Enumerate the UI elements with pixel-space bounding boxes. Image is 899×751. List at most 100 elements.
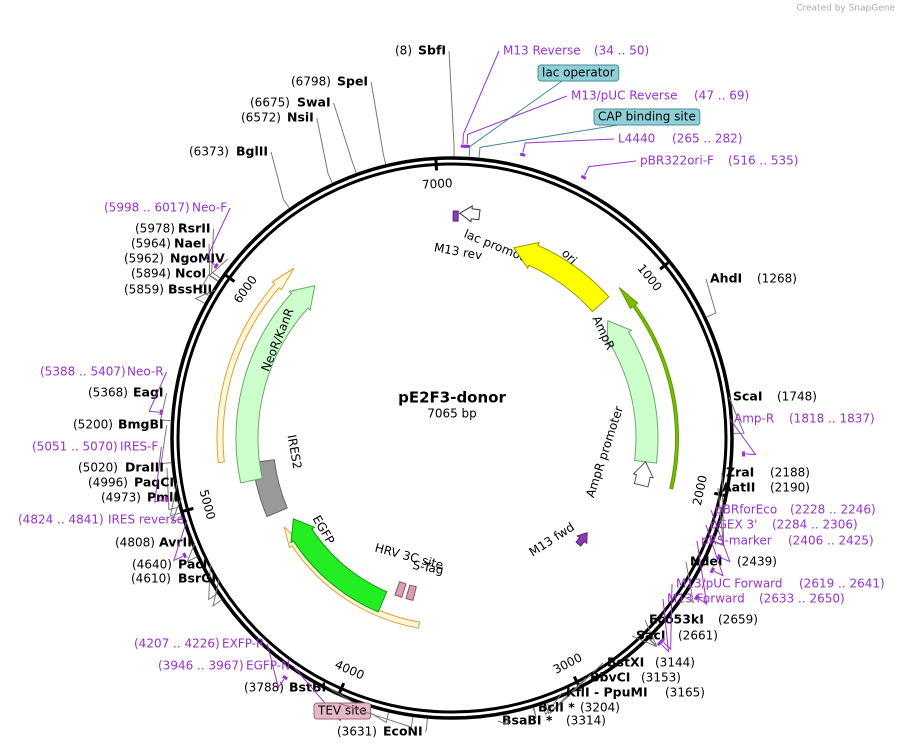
- site-position: (3153): [641, 671, 681, 685]
- feature-arrow: [216, 267, 295, 464]
- leader-line: [159, 392, 171, 422]
- feature-arrow: [458, 204, 481, 223]
- leader-line: [316, 117, 333, 183]
- site-position: (4996): [88, 476, 128, 490]
- tick-label: 2000: [690, 474, 710, 507]
- primer-mark: [656, 640, 663, 647]
- primer-mark: [182, 552, 188, 559]
- site-position: (3204): [580, 701, 620, 715]
- site-position: (3631): [337, 725, 377, 739]
- site-position: (5020): [78, 461, 118, 475]
- site-name: KflI - PpuMI: [566, 685, 648, 700]
- primer-mark: [213, 262, 219, 269]
- site-name: NgoMIV: [170, 251, 225, 266]
- primer-range: (5388 .. 5407): [40, 365, 126, 379]
- site-position: (1268): [757, 272, 797, 286]
- primer-name: pBRforEco: [715, 503, 777, 517]
- site-name: PmlI: [147, 490, 178, 505]
- site-name: BclI *: [538, 700, 575, 715]
- site-position: (6798): [291, 75, 331, 89]
- leader-line: [208, 564, 218, 601]
- site-name: PacI: [178, 557, 207, 572]
- site-name: SwaI: [297, 95, 331, 110]
- primer-mark: [709, 567, 715, 574]
- tick-mark: [659, 260, 671, 271]
- leader-line: [710, 509, 731, 563]
- site-name: BsaBI *: [502, 713, 553, 728]
- site-position: (3144): [655, 656, 695, 670]
- feature-label: IRES2: [285, 434, 305, 471]
- primer-name: M13 Forward: [667, 592, 745, 606]
- leader-line: [425, 718, 428, 733]
- primer-range: (3946 .. 3967): [158, 659, 244, 673]
- leader-line: [266, 643, 285, 689]
- site-name: BbvCI: [590, 670, 630, 685]
- leader-line: [542, 692, 563, 716]
- leader-line: [660, 598, 670, 653]
- feature-box-label: TEV site: [317, 704, 367, 718]
- site-position: (5368): [88, 386, 128, 400]
- leader-line: [148, 371, 168, 413]
- site-name: ScaI: [733, 389, 763, 404]
- site-name: PaqCI: [134, 475, 174, 490]
- site-position: (3165): [665, 686, 705, 700]
- primer-name: pRS-marker: [701, 534, 772, 548]
- leader-line: [462, 50, 500, 145]
- site-position: (6675): [250, 96, 290, 110]
- site-name: EagI: [133, 385, 164, 400]
- feature-arrow: [632, 460, 654, 488]
- primer-name: Neo-F: [192, 201, 227, 215]
- site-name: BsrGI: [178, 571, 216, 586]
- site-name: BmgBI: [118, 417, 164, 432]
- leader-line: [478, 124, 619, 158]
- site-position: (8): [395, 44, 412, 58]
- leader-line: [644, 619, 658, 647]
- leader-line: [544, 677, 587, 715]
- site-position: (5859): [124, 283, 164, 297]
- primer-range: (2228 .. 2246): [790, 503, 876, 517]
- feature-arrow: [452, 210, 459, 222]
- tick-mark: [434, 158, 439, 171]
- leader-line: [370, 81, 387, 165]
- site-position: (5964): [131, 237, 171, 251]
- site-name: BssHII: [168, 282, 212, 297]
- tick-label: 3000: [551, 650, 585, 676]
- leader-line: [169, 482, 181, 517]
- leader-line: [705, 524, 724, 577]
- feature-arrow: [235, 284, 316, 484]
- site-name: SbfI: [418, 43, 446, 58]
- site-position: (6373): [189, 145, 229, 159]
- site-position: (2190): [770, 481, 810, 495]
- leader-line: [160, 424, 172, 465]
- leader-line: [212, 578, 222, 608]
- feature-label: M13 fwd: [527, 520, 577, 559]
- site-position: (2439): [737, 555, 777, 569]
- site-name: EcoNI: [383, 724, 423, 739]
- leader-line: [194, 289, 216, 304]
- primer-range: (2619 .. 2641): [799, 577, 885, 591]
- tick-mark: [713, 491, 727, 498]
- feature-box: [313, 702, 372, 720]
- feature-label: AmpR promoter: [583, 404, 626, 499]
- leader-line: [497, 714, 510, 726]
- site-name: SpeI: [337, 74, 368, 89]
- leader-line: [172, 519, 188, 562]
- leader-line: [171, 497, 182, 523]
- primer-mark: [580, 174, 587, 180]
- leader-line: [333, 102, 357, 173]
- site-position: (4610): [131, 572, 171, 586]
- leader-line: [696, 540, 708, 605]
- leader-line: [208, 258, 229, 282]
- site-position: (5894): [131, 267, 171, 281]
- primer-range: (2406 .. 2425): [788, 534, 874, 548]
- leader-line: [729, 418, 757, 456]
- primer-range: (1818 .. 1837): [789, 412, 875, 426]
- primer-name: IRES-F: [120, 440, 158, 454]
- leader-line: [728, 396, 745, 434]
- leader-line: [522, 138, 615, 153]
- site-name: BglII: [236, 144, 268, 159]
- primer-mark: [716, 553, 722, 560]
- feature-box-label: CAP binding site: [598, 110, 696, 124]
- primer-range: (516 .. 535): [728, 154, 798, 168]
